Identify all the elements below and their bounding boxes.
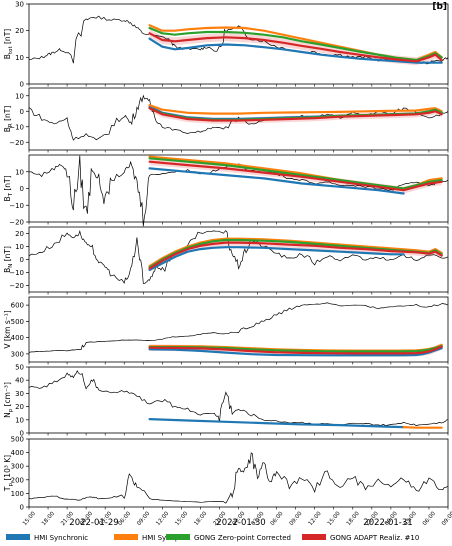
date-label-3: 2022-01-31 — [363, 518, 412, 528]
ytick-label-bn-2: 0 — [20, 256, 24, 264]
series-line-br-3 — [148, 107, 443, 122]
ytick-label-v-2: 500 — [11, 318, 24, 326]
series-line-br-1 — [148, 104, 443, 115]
series-line-bn-0 — [148, 246, 405, 271]
ytick-label-tp-1: 100 — [11, 490, 24, 498]
ylabel-tp: Tp [10³ K] — [3, 455, 14, 492]
series-line-np-1 — [402, 426, 443, 429]
ytick-label-tp-0: 0 — [20, 504, 24, 512]
legend-swatch-2 — [166, 534, 190, 540]
ytick-label-tp-3: 300 — [11, 463, 24, 471]
series-line-bt-0 — [148, 167, 405, 195]
ytick-label-tp-5: 500 — [11, 436, 24, 444]
xtick-label-22: 09:00 — [441, 511, 452, 528]
observed-line-tp — [28, 452, 449, 504]
ytick-label-btot-3: 30 — [15, 1, 24, 9]
ytick-label-br-1: −10 — [9, 123, 24, 131]
ytick-label-v-3: 600 — [11, 302, 24, 310]
xtick-label-7: 12:00 — [155, 511, 170, 528]
ytick-label-tp-2: 200 — [11, 476, 24, 484]
ylabel-br: BR [nT] — [3, 106, 14, 133]
xtick-label-0: 15:00 — [22, 511, 37, 528]
xtick-label-13: 06:00 — [270, 511, 285, 528]
ytick-label-btot-1: 10 — [15, 54, 24, 62]
ytick-label-bt-3: 10 — [15, 168, 24, 176]
legend-label-2: GONG Zero-point Corrected — [194, 534, 291, 542]
panel-tag: [b] — [432, 2, 447, 12]
date-label-2: 2022-01-30 — [216, 518, 265, 528]
ylabel-np: Np [cm⁻³] — [3, 382, 14, 418]
panel-np: 0 10 20 30 40 50 Np [cm⁻³] — [3, 364, 449, 438]
series-line-btot-3 — [148, 32, 443, 63]
xtick-label-17: 18:00 — [346, 511, 361, 528]
panel-btot: 0 10 20 30 Btot [nT] — [3, 1, 449, 89]
ytick-label-btot-0: 0 — [20, 81, 24, 89]
observed-line-np — [28, 370, 448, 427]
ytick-label-bn-0: −20 — [9, 282, 24, 290]
date-label-1: 2022-01-29 — [69, 518, 118, 528]
frame-tp — [28, 438, 449, 508]
series-line-btot-0 — [148, 37, 443, 64]
xtick-label-8: 15:00 — [174, 511, 189, 528]
ylabel-bn: BN [nT] — [3, 246, 14, 273]
ytick-label-np-5: 50 — [15, 364, 24, 372]
legend-label-3: GONG ADAPT Realiz. #10 — [330, 534, 419, 542]
ytick-label-bn-3: 10 — [15, 243, 24, 251]
ytick-label-br-2: 0 — [20, 108, 24, 116]
ytick-label-br-0: −20 — [9, 139, 24, 147]
ylabel-bt: BT [nT] — [3, 175, 14, 201]
xtick-label-15: 12:00 — [308, 511, 323, 528]
legend-swatch-0 — [6, 534, 30, 540]
xtick-label-21: 06:00 — [422, 511, 437, 528]
legend-label-0: HMI Synchronic — [34, 534, 88, 542]
xtick-label-14: 09:00 — [289, 511, 304, 528]
ytick-label-tp-4: 400 — [11, 449, 24, 457]
series-line-bt-3 — [148, 160, 443, 192]
series-line-bn-3 — [148, 241, 443, 270]
xtick-label-16: 15:00 — [327, 511, 342, 528]
series-line-btot-2 — [148, 26, 443, 62]
ytick-label-np-3: 30 — [15, 390, 24, 398]
observed-line-br — [28, 94, 449, 141]
ytick-label-bn-1: −10 — [9, 269, 24, 277]
series-line-bn-1 — [148, 237, 443, 268]
xtick-label-6: 09:00 — [136, 511, 151, 528]
xtick-label-5: 06:00 — [117, 511, 132, 528]
ylabel-btot: Btot [nT] — [3, 29, 14, 59]
observed-line-v — [28, 302, 449, 353]
ytick-label-v-1: 400 — [11, 334, 24, 342]
ytick-label-np-0: 0 — [20, 430, 24, 438]
legend-swatch-1 — [114, 534, 138, 540]
legend-label-1: HMI Synoptic — [142, 534, 188, 542]
series-line-np-0 — [148, 418, 405, 429]
series-line-v-2 — [148, 345, 443, 353]
ytick-label-btot-2: 20 — [15, 27, 24, 35]
date-labels: 2022-01-29 2022-01-30 2022-01-31 — [69, 518, 412, 528]
ylabel-v: V [km s⁻¹] — [3, 310, 12, 348]
series-line-bt-2 — [148, 157, 443, 190]
xtick-label-1: 18:00 — [41, 511, 56, 528]
ytick-label-br-3: 10 — [15, 92, 24, 100]
panel-tp: 0 100 200 300 400 500 Tp [10³ K] — [3, 436, 449, 512]
ytick-label-np-1: 10 — [15, 416, 24, 424]
ytick-label-bn-4: 20 — [15, 230, 24, 238]
series-line-v-3 — [148, 345, 443, 355]
series-line-v-0 — [148, 347, 443, 357]
xtick-label-9: 18:00 — [193, 511, 208, 528]
ytick-label-bt-1: −10 — [9, 202, 24, 210]
ytick-label-np-2: 20 — [15, 403, 24, 411]
legend: HMI Synchronic HMI Synoptic GONG Zero-poin… — [6, 534, 419, 542]
legend-swatch-3 — [302, 534, 326, 540]
ytick-label-np-4: 40 — [15, 377, 24, 385]
ytick-label-bt-0: −20 — [9, 219, 24, 227]
ytick-label-bt-2: 0 — [20, 185, 24, 193]
observed-line-bn — [28, 229, 449, 285]
ytick-label-v-0: 300 — [11, 350, 24, 358]
